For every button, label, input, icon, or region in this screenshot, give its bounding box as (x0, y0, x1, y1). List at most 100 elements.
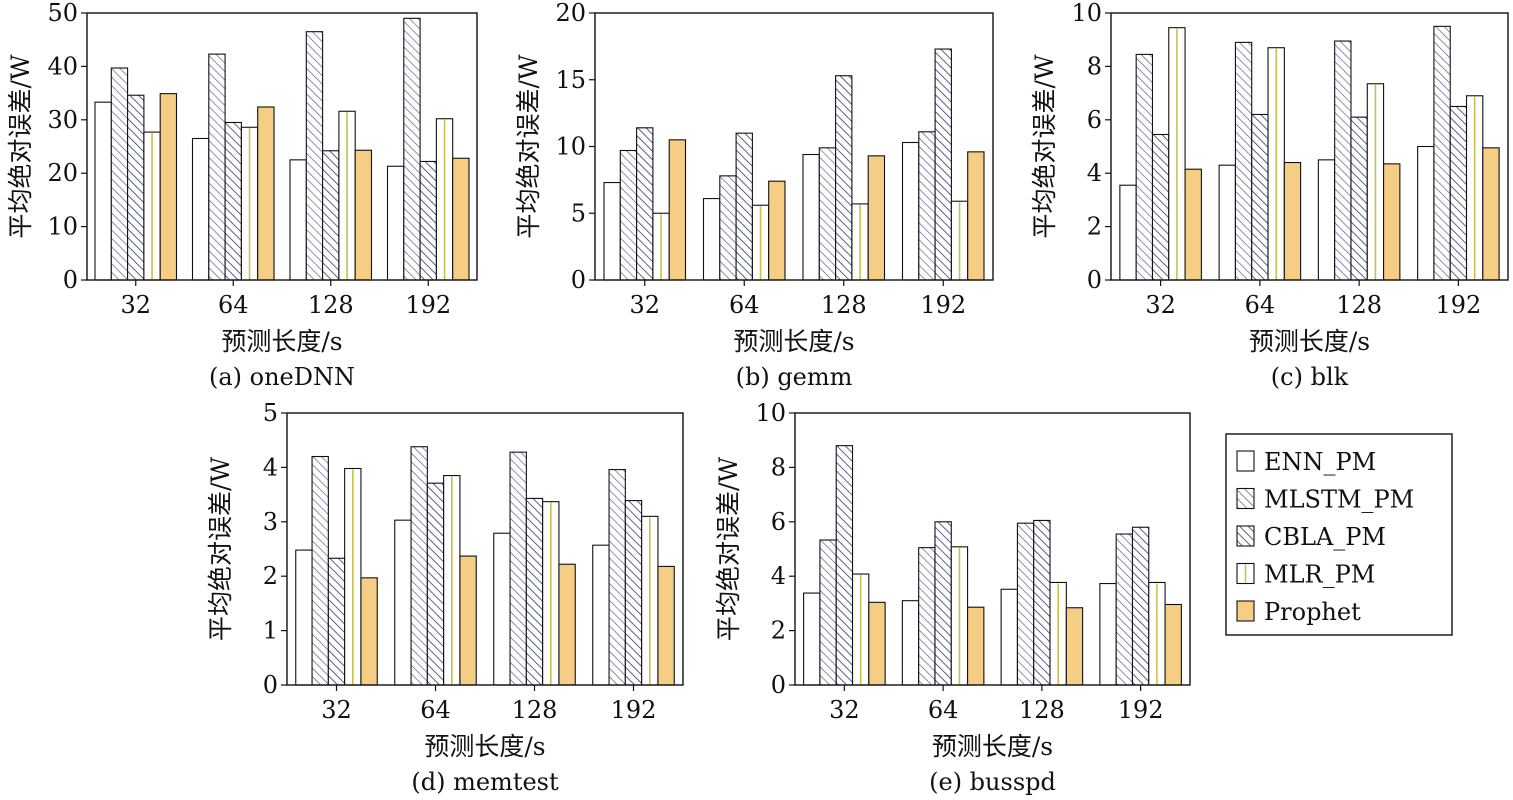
bar-d-mlstm-pm-192 (608, 469, 626, 686)
plot-frame (86, 12, 478, 281)
panel-caption: (a) oneDNN (209, 363, 355, 391)
legend-item-prophet: Prophet (1236, 598, 1361, 626)
legend-label: Prophet (1264, 598, 1361, 626)
y-tick-label: 1 (263, 617, 278, 645)
bar-d-prophet-32 (360, 577, 378, 686)
x-axis-label: 预测长度/s (733, 327, 854, 356)
bar-c-prophet-192 (1482, 147, 1500, 281)
bar-c-mlstm-pm-32 (1135, 53, 1154, 281)
bar-a-prophet-192 (452, 157, 470, 281)
y-tick-label: 0 (1087, 266, 1102, 294)
bar-c-mlr-pm-192 (1465, 95, 1484, 281)
bar-d-cbla-pm-64 (426, 482, 445, 686)
bar-a-mlr-pm-192 (435, 118, 454, 281)
bar-a-enn-pm-192 (386, 165, 405, 281)
x-tick-label: 192 (405, 291, 451, 319)
bar-a-mlstm-pm-32 (110, 67, 129, 281)
x-tick-label: 32 (321, 696, 352, 724)
x-tick-label: 32 (1145, 291, 1176, 319)
bar-b-cbla-pm-64 (735, 132, 753, 281)
bar-b-enn-pm-128 (802, 153, 820, 281)
bar-e-mlr-pm-192 (1148, 581, 1166, 686)
x-tick-label: 64 (218, 291, 249, 319)
bar-b-enn-pm-32 (603, 181, 621, 281)
x-tick-label: 64 (420, 696, 451, 724)
bar-b-prophet-32 (668, 139, 687, 281)
bar-b-prophet-192 (967, 151, 985, 281)
legend: ENN_PM MLSTM_PM CBLA_PM MLR_PM Prophet (1225, 433, 1453, 636)
y-tick-label: 4 (1087, 159, 1102, 187)
y-tick-label: 5 (571, 199, 586, 227)
x-tick-label: 128 (1019, 696, 1065, 724)
panel-caption: (b) gemm (736, 363, 853, 391)
chart-panel-b: 0 5 10 15 20 32 64 128 192 预测长度/s (b) gemm 平均绝对误差/W (514, 0, 994, 391)
y-tick-label: 40 (47, 52, 78, 80)
legend-label: MLR_PM (1264, 561, 1375, 589)
bar-e-mlr-pm-32 (851, 573, 870, 686)
y-tick-label: 8 (771, 453, 786, 481)
bar-a-prophet-64 (257, 106, 275, 281)
bar-e-mlr-pm-128 (1049, 581, 1067, 686)
y-axis-label: 平均绝对误差/W (6, 54, 35, 238)
bar-a-mlstm-pm-128 (305, 31, 324, 281)
bar-b-enn-pm-64 (702, 198, 721, 281)
bar-b-mlstm-pm-32 (619, 149, 638, 281)
x-tick-label: 192 (920, 291, 966, 319)
bar-d-enn-pm-32 (295, 549, 313, 686)
chart-panel-e: 0 2 4 6 8 10 32 64 128 192 预测长度/s (e) busspd 平均绝对误差/… (714, 399, 1191, 796)
x-tick-label: 64 (729, 291, 760, 319)
bar-a-cbla-pm-192 (419, 160, 437, 281)
bar-d-mlr-pm-128 (542, 501, 560, 686)
bar-c-enn-pm-32 (1119, 184, 1137, 281)
x-tick-label: 128 (512, 696, 558, 724)
y-axis-label: 平均绝对误差/W (1030, 54, 1059, 238)
y-tick-label: 0 (263, 671, 278, 699)
bar-a-cbla-pm-64 (224, 121, 242, 281)
bar-e-mlr-pm-64 (950, 546, 969, 686)
bar-d-cbla-pm-192 (624, 500, 643, 686)
x-axis-label: 预测长度/s (1249, 327, 1370, 356)
x-axis-label: 预测长度/s (221, 327, 342, 356)
bar-e-mlstm-pm-128 (1016, 522, 1035, 686)
y-tick-label: 8 (1087, 52, 1102, 80)
bar-c-mlr-pm-128 (1366, 83, 1385, 281)
legend-box (1225, 433, 1453, 636)
bar-c-prophet-32 (1184, 168, 1202, 281)
panel-caption: (c) blk (1271, 363, 1349, 391)
y-tick-label: 50 (47, 0, 78, 27)
y-tick-label: 10 (755, 399, 786, 427)
legend-label: MLSTM_PM (1264, 486, 1414, 514)
bar-d-mlr-pm-192 (641, 515, 659, 686)
bar-d-enn-pm-192 (592, 544, 610, 686)
y-tick-label: 5 (263, 399, 278, 427)
bar-e-cbla-pm-192 (1131, 526, 1150, 686)
bar-e-cbla-pm-128 (1033, 519, 1051, 686)
bar-a-cbla-pm-32 (127, 94, 145, 281)
bar-b-mlr-pm-64 (751, 204, 770, 281)
legend-item-mlr-pm: MLR_PM (1236, 561, 1375, 589)
bar-b-prophet-128 (867, 155, 886, 281)
bar-a-enn-pm-32 (94, 101, 112, 281)
bar-d-mlr-pm-64 (443, 475, 461, 686)
plot-frame (1110, 12, 1509, 281)
x-axis-label: 预测长度/s (932, 732, 1053, 761)
bar-e-mlstm-pm-32 (819, 539, 837, 686)
bar-c-prophet-64 (1283, 161, 1302, 281)
plot-frame (794, 412, 1191, 686)
bar-d-mlstm-pm-128 (509, 451, 527, 686)
x-tick-label: 32 (120, 291, 151, 319)
bar-b-cbla-pm-192 (934, 48, 952, 281)
y-tick-label: 4 (771, 562, 786, 590)
bar-e-prophet-192 (1164, 603, 1182, 686)
bar-a-cbla-pm-128 (322, 150, 340, 281)
y-tick-label: 2 (771, 617, 786, 645)
bar-a-mlr-pm-32 (143, 131, 161, 281)
y-tick-label: 0 (571, 266, 586, 294)
y-tick-label: 3 (263, 508, 278, 536)
bar-a-mlstm-pm-64 (208, 53, 226, 281)
bar-e-cbla-pm-32 (835, 445, 854, 686)
bar-c-enn-pm-128 (1317, 159, 1336, 281)
bar-a-enn-pm-128 (289, 159, 307, 281)
x-tick-label: 64 (928, 696, 959, 724)
